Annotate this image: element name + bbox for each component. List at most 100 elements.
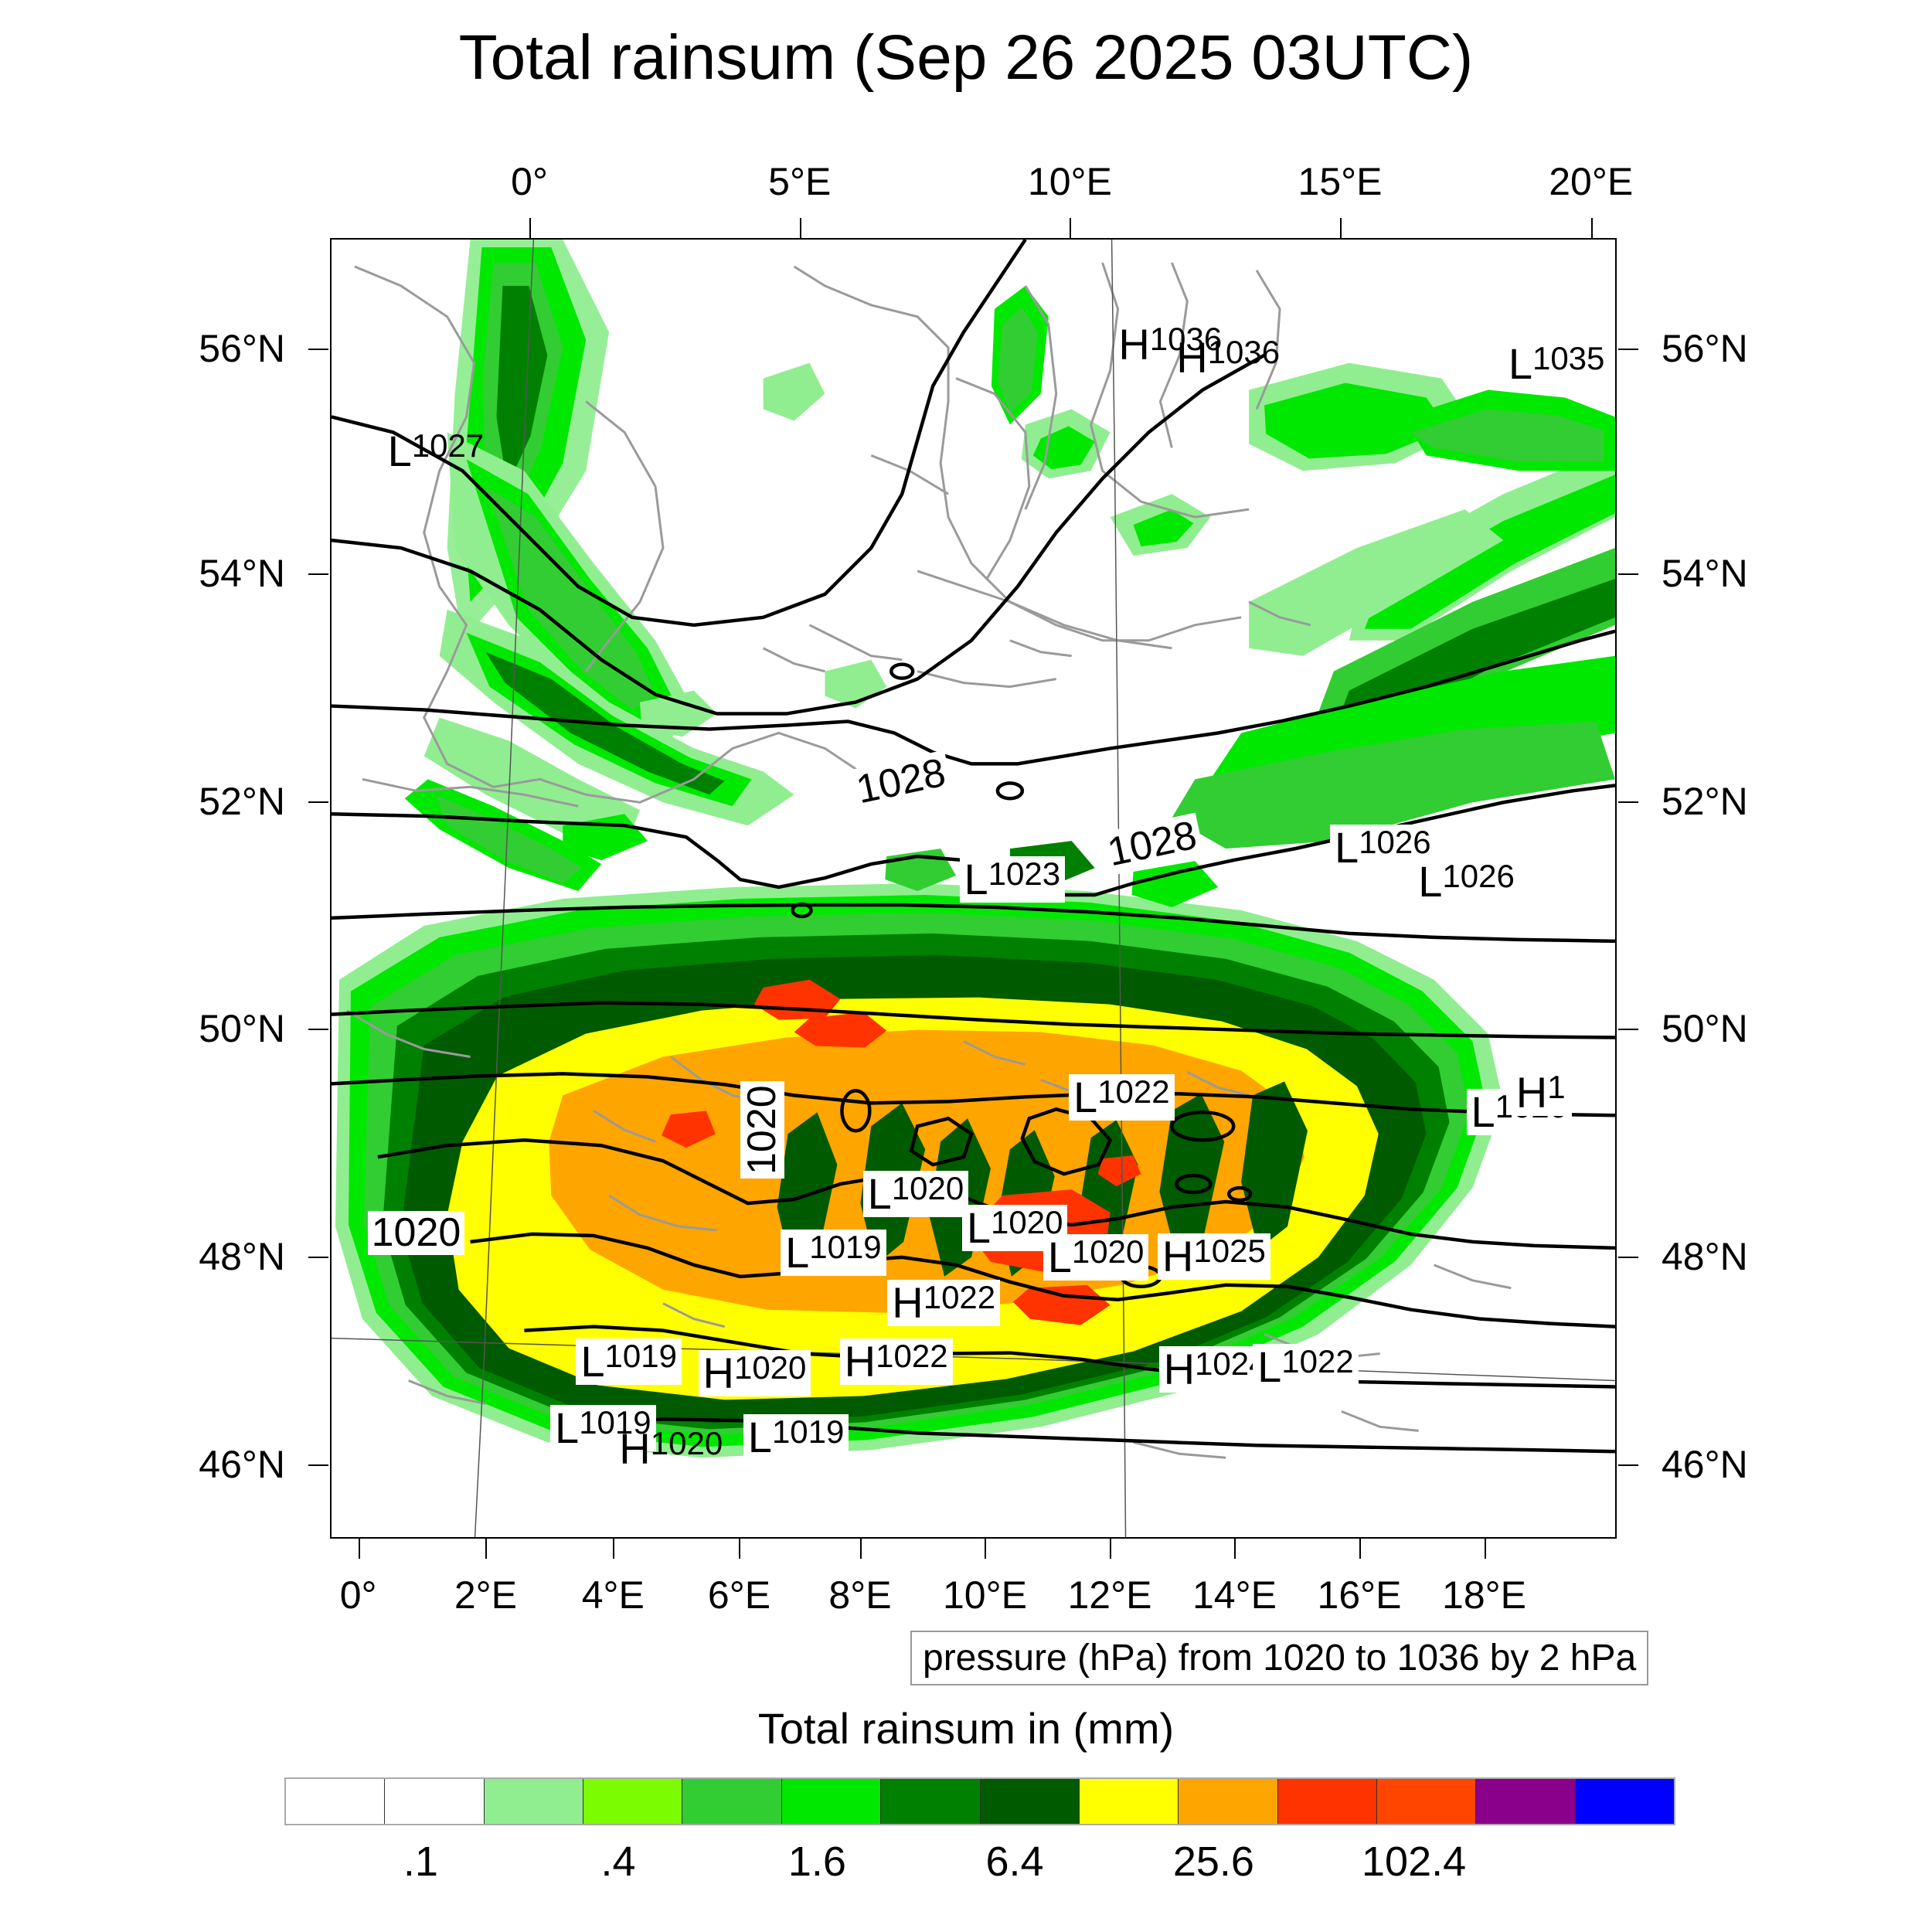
map-panel[interactable]: L1027 H1036 H1036 L1035 L1023 L1026 L1026 L1022… — [330, 238, 1617, 1539]
pressure-center-l-1023-4: L1023 — [959, 854, 1066, 903]
tickmark-right-1 — [1618, 573, 1638, 576]
tickmark-bottom-5 — [985, 1539, 987, 1559]
lat-tick-left-0: 56°N — [199, 327, 285, 371]
coastline-layer — [346, 262, 1512, 1459]
pressure-center-l-1019-23: L1019 — [743, 1413, 849, 1461]
pressure-center-type: L — [1418, 857, 1443, 906]
pressure-center-type: L — [964, 854, 988, 903]
colorbar[interactable] — [284, 1777, 1675, 1825]
colorbar-cell-6[interactable] — [881, 1779, 981, 1824]
tickmark-bottom-3 — [739, 1539, 741, 1559]
pressure-center-type: L — [387, 427, 412, 476]
pressure-center-h-1025-13: H1025 — [1157, 1233, 1270, 1280]
pressure-center-type: H — [1118, 320, 1150, 369]
tickmark-right-2 — [1618, 801, 1638, 803]
pressure-center-type: L — [1047, 1233, 1072, 1282]
pressure-center-value: 1020 — [650, 1424, 723, 1461]
colorbar-cell-9[interactable] — [1179, 1779, 1278, 1824]
colorbar-cell-10[interactable] — [1277, 1779, 1377, 1824]
tickmark-bottom-0 — [358, 1539, 360, 1559]
colorbar-cell-5[interactable] — [781, 1779, 882, 1824]
colorbar-cell-7[interactable] — [980, 1779, 1080, 1824]
lon-tick-bottom-5: 10°E — [943, 1573, 1027, 1617]
isobar-layer — [332, 240, 1615, 1454]
colorbar-cell-3[interactable] — [583, 1779, 683, 1824]
contour-label-1028-0: 1028 — [849, 750, 954, 814]
pressure-center-type: L — [1471, 1087, 1495, 1136]
colorbar-tick-4: 25.6 — [1172, 1838, 1254, 1885]
colorbar-cell-12[interactable] — [1476, 1779, 1576, 1824]
precip-field — [335, 240, 1615, 1458]
pressure-center-value: 1022 — [1281, 1342, 1354, 1379]
tickmark-top-0 — [529, 218, 532, 238]
colorbar-cell-0[interactable] — [286, 1779, 386, 1824]
pressure-center-h-1036-1: H1036 — [1114, 321, 1226, 368]
lon-tick-bottom-0: 0° — [339, 1573, 377, 1617]
colorbar-tick-5: 102.4 — [1362, 1838, 1467, 1885]
lon-tick-top-1: 5°E — [768, 160, 832, 203]
pressure-center-value: 1026 — [1359, 824, 1431, 861]
pressure-center-h-1022-16: H1022 — [839, 1337, 953, 1386]
pressure-center-type: H — [844, 1337, 876, 1386]
lat-tick-right-0: 56°N — [1662, 327, 1748, 371]
pressure-center-l-1022-7: L1022 — [1069, 1074, 1175, 1121]
pressure-center-type: L — [1335, 823, 1359, 872]
pressure-center-l-1022-20: L1022 — [1253, 1342, 1359, 1390]
lat-tick-left-5: 46°N — [199, 1443, 285, 1487]
colorbar-tick-0: .1 — [403, 1838, 438, 1885]
pressure-center-value: 1023 — [988, 855, 1061, 892]
colorbar-cell-4[interactable] — [682, 1779, 782, 1824]
colorbar-tick-2: 1.6 — [787, 1838, 846, 1885]
lat-tick-left-2: 52°N — [199, 779, 285, 823]
map-frame: L1027 H1036 H1036 L1035 L1023 L1026 L1026 L1022… — [330, 238, 1617, 1539]
pressure-center-value: 1019 — [771, 1413, 845, 1450]
pressure-center-type: L — [1073, 1073, 1098, 1122]
contour-label-1020-3: 1020 — [740, 1081, 784, 1179]
tickmark-right-3 — [1618, 1029, 1638, 1031]
lon-tick-top-0: 0° — [511, 160, 548, 203]
colorbar-title: Total rainsum in (mm) — [757, 1704, 1175, 1753]
tickmark-top-3 — [1340, 218, 1342, 238]
pressure-center-type: H — [702, 1349, 734, 1398]
tickmark-left-1 — [308, 573, 328, 576]
colorbar-cell-1[interactable] — [385, 1779, 485, 1824]
pressure-center-value: 1019 — [579, 1403, 651, 1440]
lon-tick-bottom-8: 16°E — [1317, 1573, 1402, 1617]
colorbar-cell-11[interactable] — [1376, 1779, 1477, 1824]
tickmark-right-5 — [1618, 1464, 1638, 1467]
colorbar-cell-8[interactable] — [1079, 1779, 1179, 1824]
pressure-center-type: H — [1515, 1067, 1548, 1117]
pressure-center-value: 1022 — [923, 1279, 996, 1316]
colorbar-cell-13[interactable] — [1575, 1779, 1675, 1824]
pressure-center-l-1026-5: L1026 — [1330, 823, 1436, 872]
lon-tick-top-2: 10°E — [1027, 160, 1112, 203]
pressure-center-value: 1035 — [1532, 340, 1605, 377]
pressure-center-value: 1019 — [809, 1228, 882, 1265]
colorbar-cell-2[interactable] — [484, 1779, 584, 1824]
tickmark-left-4 — [308, 1256, 328, 1258]
lon-tick-bottom-3: 6°E — [707, 1573, 771, 1617]
tickmark-bottom-4 — [859, 1539, 862, 1559]
lon-tick-bottom-9: 18°E — [1442, 1573, 1526, 1617]
pressure-center-l-1020-10: L1020 — [862, 1169, 969, 1219]
pressure-center-value: 1027 — [411, 427, 485, 464]
pressure-center-l-1026-6: L1026 — [1413, 857, 1519, 906]
pressure-center-l-1019-14: L1019 — [781, 1228, 886, 1276]
pressure-center-type: L — [580, 1337, 605, 1386]
tickmark-left-0 — [308, 349, 328, 351]
contour-label-1028-1: 1028 — [1100, 812, 1205, 876]
pressure-caption: pressure (hPa) from 1020 to 1036 by 2 hP… — [910, 1631, 1649, 1685]
tickmark-top-4 — [1590, 218, 1593, 238]
pressure-center-l-1019-17: L1019 — [576, 1337, 682, 1386]
pressure-center-type: H — [1163, 1345, 1196, 1394]
pressure-center-l-1020-12: L1020 — [1043, 1234, 1149, 1281]
lat-tick-left-1: 54°N — [199, 552, 285, 596]
pressure-center-type: L — [867, 1169, 892, 1219]
pressure-label-layer: L1027 H1036 H1036 L1035 L1023 L1026 L1026 L1022… — [332, 240, 1615, 1537]
tickmark-top-2 — [1070, 218, 1072, 238]
pressure-center-value: 1036 — [1207, 333, 1281, 370]
pressure-center-type: H — [619, 1423, 651, 1473]
lat-tick-left-3: 50°N — [199, 1007, 285, 1051]
pressure-center-type: L — [1508, 339, 1532, 389]
pressure-center-h-1022-15: H1022 — [887, 1279, 1001, 1327]
